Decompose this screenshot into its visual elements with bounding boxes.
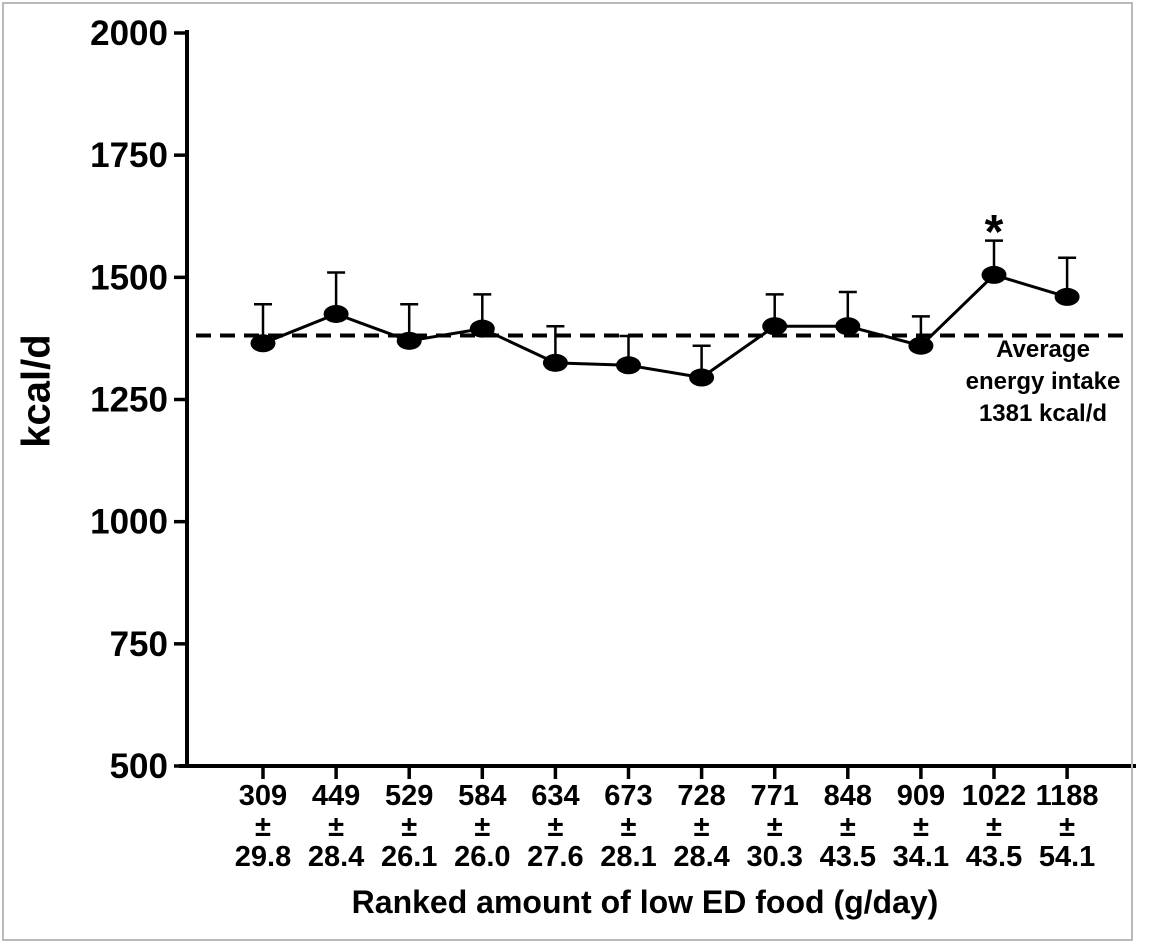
- data-point-marker: [616, 356, 641, 375]
- x-tick-label: 1022 ±43.5: [962, 780, 1027, 873]
- x-tick-label: 309 ±29.8: [235, 780, 291, 873]
- data-point-marker: [542, 353, 568, 372]
- data-point-marker: [981, 265, 1007, 284]
- x-tick-label: 1188 ±54.1: [1036, 780, 1099, 873]
- x-tick-label: 728 ±28.4: [673, 780, 729, 873]
- y-tick-label: 1000: [90, 503, 168, 542]
- x-axis-title: Ranked amount of low ED food (g/day): [351, 884, 939, 920]
- average-intake-annotation: Average energy intake 1381 kcal/d: [953, 334, 1133, 430]
- y-axis-title: kcal/d: [14, 334, 59, 448]
- annotation-line-3: 1381 kcal/d: [978, 400, 1108, 427]
- data-point-marker: [250, 334, 276, 353]
- x-tick-label: 449 ±28.4: [308, 780, 364, 873]
- data-point-marker: [323, 304, 349, 323]
- y-tick-label: 1500: [90, 258, 168, 297]
- data-point-marker: [469, 319, 495, 338]
- y-tick-label: 2000: [90, 14, 168, 53]
- y-tick-label: 1250: [90, 381, 168, 420]
- x-tick-label: 529 ±26.1: [381, 780, 437, 873]
- data-point-marker: [1054, 287, 1080, 306]
- x-tick-label: 848 ±43.5: [820, 780, 876, 873]
- y-tick-label: 750: [110, 625, 168, 664]
- x-tick-label: 909 ±34.1: [893, 780, 949, 873]
- x-tick-label: 771 ±30.3: [746, 780, 802, 873]
- data-point-marker: [396, 331, 422, 350]
- data-point-marker: [762, 317, 788, 336]
- data-point-marker: [835, 317, 861, 336]
- series-line: [262, 273, 1068, 380]
- y-tick-label: 500: [110, 747, 168, 786]
- annotation-line-1: Average: [996, 336, 1090, 363]
- significance-asterisk: *: [985, 206, 1004, 259]
- x-tick-label: 673 ±28.1: [600, 780, 656, 873]
- x-tick-label: 584 ±26.0: [454, 780, 510, 873]
- y-tick-label: 1750: [90, 136, 168, 175]
- annotation-line-2: energy intake: [965, 368, 1121, 395]
- x-tick-label: 634 ±27.6: [527, 780, 583, 873]
- data-point-marker: [908, 336, 934, 355]
- data-point-marker: [689, 368, 715, 387]
